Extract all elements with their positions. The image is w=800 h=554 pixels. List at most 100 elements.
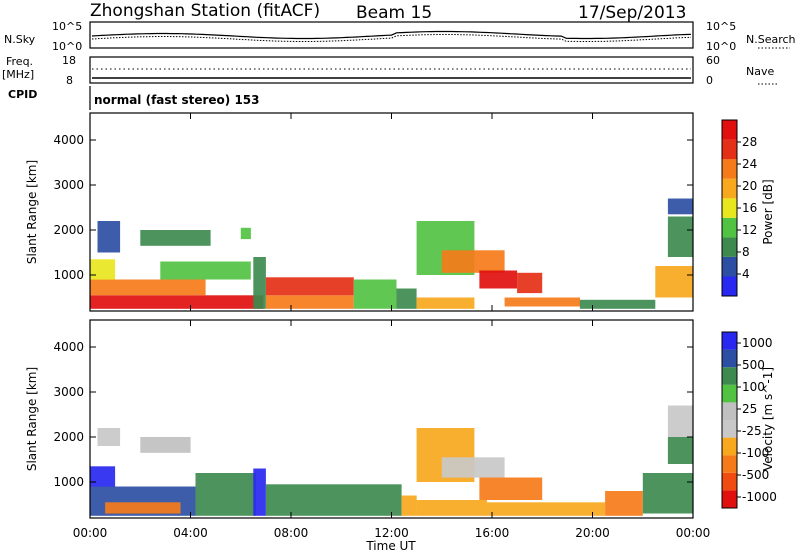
power-colorbar-swatch-8 xyxy=(722,120,737,140)
x-tick-label-6: 00:00 xyxy=(676,526,711,540)
velocity-region-2 xyxy=(105,502,181,514)
cpid-label: CPID xyxy=(8,88,37,101)
nsky-trace xyxy=(91,30,692,40)
velocity-region-8 xyxy=(441,457,505,478)
noise-panel-frame xyxy=(89,21,694,49)
power-colorbar-label-1: 8 xyxy=(742,245,750,259)
velocity-y-ticks: 1000 2000 3000 4000 xyxy=(53,340,693,489)
velocity-region-13 xyxy=(642,473,694,514)
velocity-colorbar-swatch-5 xyxy=(722,402,737,420)
power-y-label: Slant Range [km] xyxy=(25,160,39,264)
freq-label: Freq. xyxy=(6,55,33,68)
power-colorbar-swatch-6 xyxy=(722,159,737,179)
velocity-ytick-label-3: 4000 xyxy=(53,340,84,354)
velocity-colorbar-swatch-4 xyxy=(722,420,737,438)
nsearch-tick-top: 10^5 xyxy=(706,20,736,33)
velocity-colorbar-swatch-3 xyxy=(722,437,737,456)
nsky-label: N.Sky xyxy=(4,33,36,46)
power-colorbar-swatch-0 xyxy=(722,276,737,296)
velocity-region-11 xyxy=(487,502,606,516)
nsky-tick-top: 10^5 xyxy=(52,20,82,33)
velocity-ytick-label-2: 3000 xyxy=(53,385,84,399)
power-colorbar-label-4: 20 xyxy=(742,179,757,193)
noise-panel: N.Sky 10^5 10^0 10^5 10^0 N.Search xyxy=(4,20,796,53)
x-tick-label-5: 20:00 xyxy=(575,526,610,540)
power-cells xyxy=(90,198,693,309)
velocity-cells xyxy=(90,405,694,516)
power-colorbar-label-6: 28 xyxy=(742,135,757,149)
power-region-11 xyxy=(441,250,505,273)
velocity-region-4 xyxy=(253,468,266,516)
nave-tick-bottom: 0 xyxy=(706,74,713,87)
velocity-colorbar-swatch-0 xyxy=(722,490,737,508)
freq-tick-bottom: 8 xyxy=(66,74,73,87)
velocity-region-1 xyxy=(90,466,116,487)
velocity-colorbar-swatch-6 xyxy=(722,384,737,403)
x-axis-ticks: 00:00 04:00 08:00 12:00 16:00 20:00 00:00 xyxy=(73,113,711,540)
power-colorbar-label-3: 16 xyxy=(742,201,757,215)
freq-tick-top: 18 xyxy=(62,54,76,67)
x-tick-label-1: 04:00 xyxy=(173,526,208,540)
freq-unit-label: [MHz] xyxy=(2,68,34,81)
velocity-colorbar-label-7: -1000 xyxy=(742,490,777,504)
power-region-5 xyxy=(265,295,354,309)
velocity-colorbar-label-2: 100 xyxy=(742,380,765,394)
velocity-region-15 xyxy=(667,437,693,464)
velocity-colorbar-label: Velocity [m s^-1] xyxy=(761,367,775,471)
power-colorbar-label-5: 24 xyxy=(742,157,757,171)
velocity-region-9 xyxy=(479,477,543,500)
velocity-region-17 xyxy=(97,428,121,446)
velocity-region-10 xyxy=(416,500,487,516)
velocity-colorbar-swatch-9 xyxy=(722,332,737,350)
velocity-colorbar-label-5: -100 xyxy=(742,446,769,460)
power-heatmap-panel: 1000 2000 3000 4000 Slant Range [km] 4 8 12 16… xyxy=(25,112,775,312)
power-colorbar: 4 8 12 16 20 24 28 xyxy=(721,119,757,297)
velocity-colorbar-frame xyxy=(721,331,738,509)
velocity-colorbar-label-0: 1000 xyxy=(742,336,773,350)
power-region-19 xyxy=(140,230,211,246)
power-ytick-label-2: 3000 xyxy=(53,178,84,192)
velocity-colorbar-swatch-1 xyxy=(722,472,737,491)
power-region-12 xyxy=(479,270,518,289)
x-tick-label-4: 16:00 xyxy=(475,526,510,540)
power-region-21 xyxy=(97,221,121,253)
velocity-colorbar-label-1: 500 xyxy=(742,358,765,372)
velocity-ytick-label-0: 1000 xyxy=(53,475,84,489)
velocity-ytick-label-1: 2000 xyxy=(53,430,84,444)
power-ytick-label-3: 4000 xyxy=(53,133,84,147)
power-region-17 xyxy=(667,216,693,257)
velocity-colorbar-swatch-2 xyxy=(722,455,737,473)
power-ytick-label-0: 1000 xyxy=(53,268,84,282)
x-tick-label-2: 08:00 xyxy=(274,526,309,540)
velocity-colorbar-label-6: -500 xyxy=(742,468,769,482)
power-colorbar-label-2: 12 xyxy=(742,223,757,237)
velocity-region-14 xyxy=(667,405,693,437)
power-colorbar-swatch-5 xyxy=(722,178,737,199)
power-region-7 xyxy=(353,279,397,309)
power-region-6 xyxy=(265,277,354,296)
cpid-panel: CPID normal (fast stereo) 153 xyxy=(8,86,260,110)
velocity-region-16 xyxy=(140,437,191,453)
cpid-text: normal (fast stereo) 153 xyxy=(94,93,260,107)
velocity-region-3 xyxy=(195,473,256,516)
nsearch-label: N.Search xyxy=(746,33,796,46)
power-y-ticks: 1000 2000 3000 4000 xyxy=(53,133,693,282)
station-title: Zhongshan Station (fitACF) xyxy=(90,1,320,21)
power-region-4 xyxy=(253,257,266,309)
power-colorbar-swatch-1 xyxy=(722,256,737,277)
velocity-colorbar-swatch-7 xyxy=(722,367,737,385)
power-region-13 xyxy=(517,272,543,294)
velocity-y-label: Slant Range [km] xyxy=(25,367,39,471)
nave-label: Nave xyxy=(746,65,774,78)
x-tick-label-0: 00:00 xyxy=(73,526,108,540)
velocity-heatmap-panel: 1000 2000 3000 4000 Slant Range [km] 1000 50… xyxy=(25,319,777,519)
x-axis-title: Time UT xyxy=(365,539,416,553)
beam-title: Beam 15 xyxy=(356,3,432,23)
power-colorbar-swatch-4 xyxy=(722,198,737,218)
power-colorbar-swatch-3 xyxy=(722,217,737,238)
power-region-0 xyxy=(90,295,264,309)
velocity-region-6 xyxy=(401,495,417,516)
nsearch-trace xyxy=(91,34,692,42)
nave-tick-top: 60 xyxy=(706,54,720,67)
